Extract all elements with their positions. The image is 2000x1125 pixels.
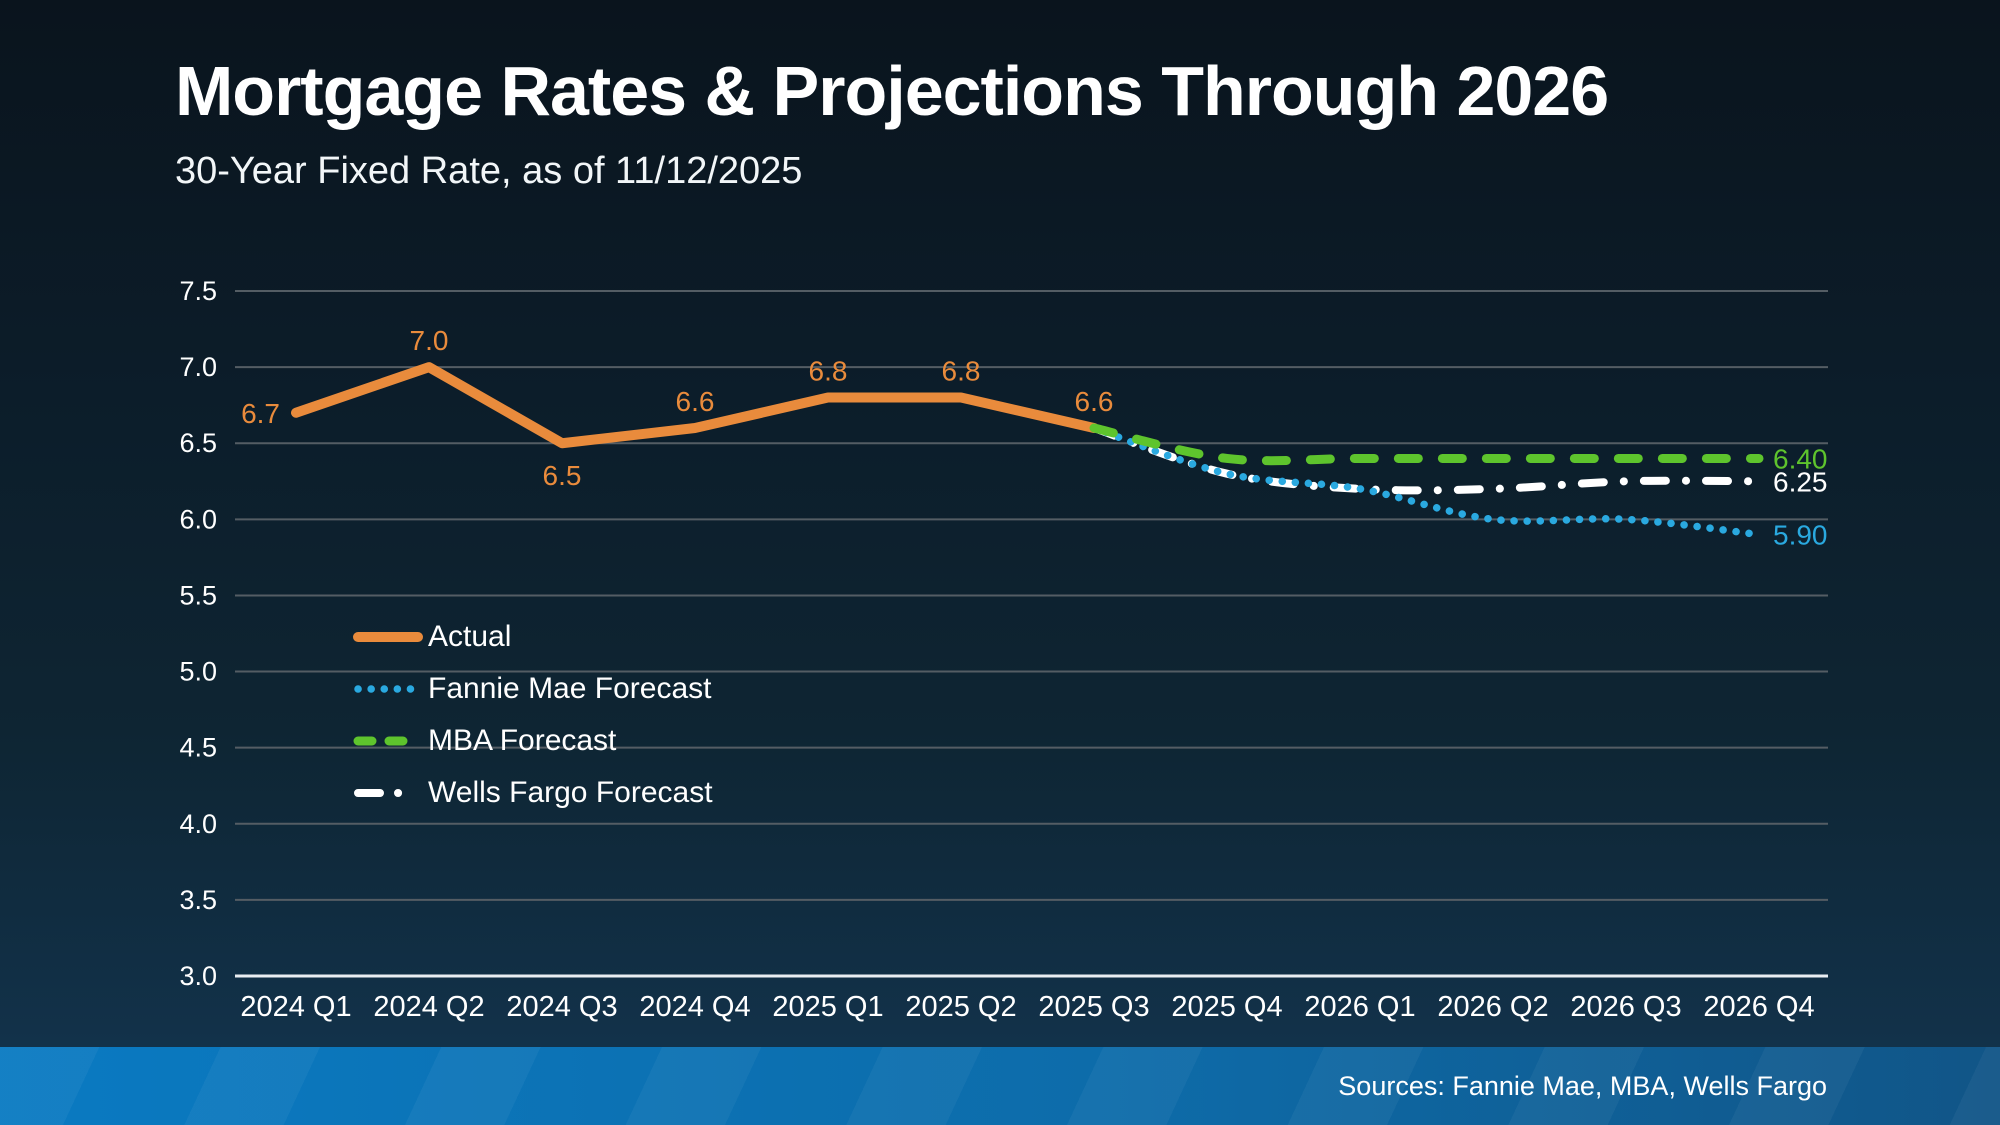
x-tick-label-2024-q2: 2024 Q2 <box>373 991 484 1023</box>
x-tick-label-2026-q4: 2026 Q4 <box>1703 991 1814 1023</box>
y-tick-label-6.5: 6.5 <box>179 428 217 458</box>
x-tick-label-2025-q4: 2025 Q4 <box>1171 991 1282 1023</box>
x-tick-label-2024-q4: 2024 Q4 <box>639 991 750 1023</box>
page-subtitle: 30-Year Fixed Rate, as of 11/12/2025 <box>175 150 803 193</box>
y-tick-label-3.0: 3.0 <box>179 961 217 991</box>
x-tick-label-2026-q3: 2026 Q3 <box>1570 991 1681 1023</box>
end-label-mba-forecast: 6.40 <box>1773 443 1828 474</box>
legend-line-mba-forecast-icon <box>353 736 423 746</box>
legend-item-actual: Actual <box>352 611 713 663</box>
legend-line-wells-fargo-forecast-icon <box>354 789 422 797</box>
series-line-actual <box>291 362 1099 449</box>
chart-legend: Actual Fannie Mae Forecast MBA Forecast Wel… <box>352 611 713 819</box>
y-tick-label-7.5: 7.5 <box>179 276 217 306</box>
x-tick-label-2025-q1: 2025 Q1 <box>772 991 883 1023</box>
end-label-wells-fargo-forecast: 6.25 <box>1773 466 1828 497</box>
legend-line-actual-icon <box>353 632 423 642</box>
legend-label-fannie-mae-forecast: Fannie Mae Forecast <box>428 672 712 705</box>
legend-item-fannie-mae-forecast: Fannie Mae Forecast <box>352 663 713 715</box>
legend-item-mba-forecast: MBA Forecast <box>352 715 713 767</box>
data-label-actual-2024-q2: 7.0 <box>410 325 449 356</box>
x-tick-label-2026-q1: 2026 Q1 <box>1304 991 1415 1023</box>
data-label-actual-2024-q4: 6.6 <box>676 386 715 417</box>
legend-label-wells-fargo-forecast: Wells Fargo Forecast <box>428 776 713 809</box>
header: Mortgage Rates & Projections Through 202… <box>175 52 1609 193</box>
x-tick-label-2024-q3: 2024 Q3 <box>506 991 617 1023</box>
series-line-mba-forecast <box>1089 423 1764 466</box>
x-tick-label-2024-q1: 2024 Q1 <box>240 991 351 1023</box>
sources-text: Sources: Fannie Mae, MBA, Wells Fargo <box>1338 1070 1827 1101</box>
y-tick-label-4.0: 4.0 <box>179 809 217 839</box>
y-tick-label-3.5: 3.5 <box>179 885 217 915</box>
y-tick-label-6.0: 6.0 <box>179 504 217 534</box>
data-label-actual-2025-q2: 6.8 <box>942 356 981 387</box>
legend-label-mba-forecast: MBA Forecast <box>428 724 617 757</box>
data-label-actual-2025-q3: 6.6 <box>1075 386 1114 417</box>
source-bar: Sources: Fannie Mae, MBA, Wells Fargo <box>0 1047 2000 1125</box>
y-tick-label-5.0: 5.0 <box>179 657 217 687</box>
y-tick-label-5.5: 5.5 <box>179 580 217 610</box>
legend-label-actual: Actual <box>428 620 512 653</box>
end-label-fannie-mae-forecast: 5.90 <box>1773 520 1828 551</box>
data-label-actual-2024-q1: 6.7 <box>241 398 280 429</box>
legend-item-wells-fargo-forecast: Wells Fargo Forecast <box>352 767 713 819</box>
series-line-fannie-mae-forecast <box>1090 424 1763 539</box>
page-title: Mortgage Rates & Projections Through 202… <box>175 52 1609 130</box>
x-tick-label-2025-q3: 2025 Q3 <box>1038 991 1149 1023</box>
x-tick-label-2026-q2: 2026 Q2 <box>1437 991 1548 1023</box>
data-label-actual-2025-q1: 6.8 <box>809 356 848 387</box>
y-tick-label-7.0: 7.0 <box>179 352 217 382</box>
legend-line-fannie-mae-forecast-icon <box>354 685 422 693</box>
x-tick-label-2025-q2: 2025 Q2 <box>905 991 1016 1023</box>
series-line-wells-fargo-forecast <box>1090 424 1763 495</box>
data-label-actual-2024-q3: 6.5 <box>543 460 582 491</box>
y-tick-label-4.5: 4.5 <box>179 733 217 763</box>
